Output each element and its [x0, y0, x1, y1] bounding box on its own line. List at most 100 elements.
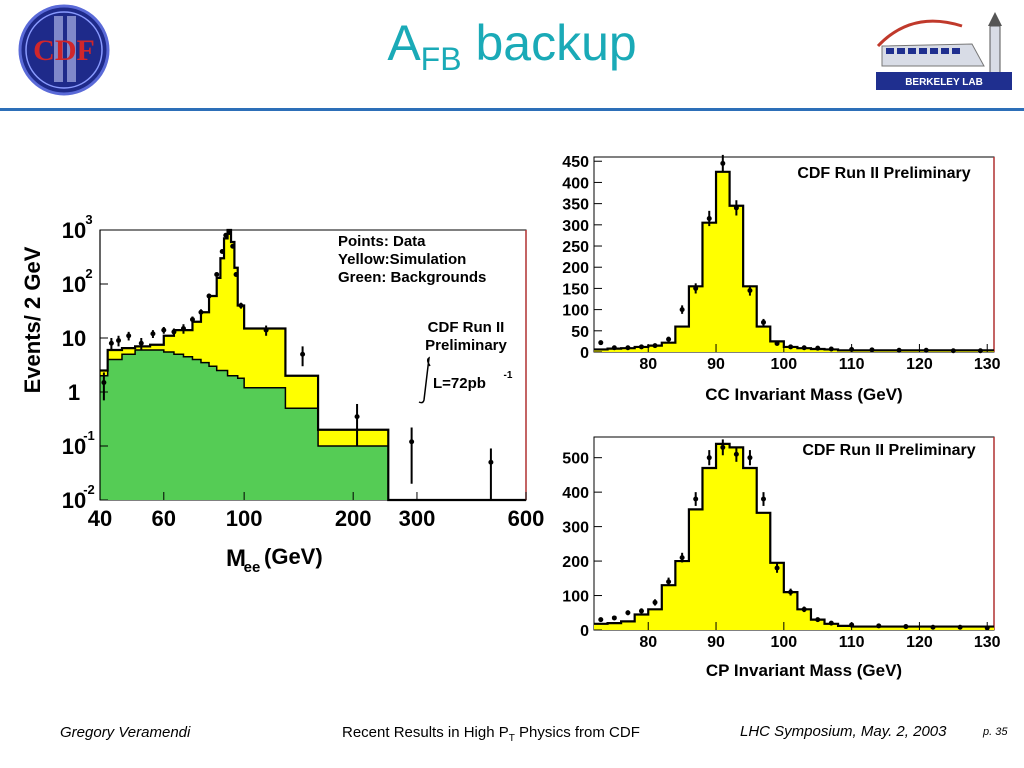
- x-tick-label: 130: [974, 634, 1001, 651]
- talk-title-sub: T: [508, 733, 515, 744]
- data-point: [116, 337, 122, 343]
- y-tick-exponent: 2: [85, 266, 92, 281]
- preliminary-annotation: Preliminary: [425, 337, 507, 354]
- footer-venue: LHC Symposium, May. 2, 2003: [740, 723, 947, 740]
- data-point: [977, 348, 983, 354]
- data-point: [923, 347, 929, 353]
- data-point: [189, 317, 195, 323]
- data-point: [788, 589, 794, 595]
- data-point: [720, 160, 726, 166]
- data-point: [354, 414, 360, 420]
- y-tick-label: 500: [562, 451, 589, 468]
- data-point: [638, 608, 644, 614]
- data-point: [733, 451, 739, 457]
- data-point: [206, 293, 212, 299]
- data-point: [666, 336, 672, 342]
- y-tick-label: 250: [562, 239, 589, 256]
- data-point: [774, 565, 780, 571]
- y-tick-label: 10: [62, 434, 86, 459]
- data-point: [706, 455, 712, 461]
- data-point: [706, 215, 712, 221]
- data-point: [300, 351, 306, 357]
- y-tick-exponent: -1: [83, 428, 95, 443]
- data-point: [226, 229, 232, 235]
- data-point: [828, 620, 834, 626]
- x-tick-label: 80: [639, 356, 657, 373]
- data-point: [625, 345, 631, 351]
- data-point: [598, 617, 604, 623]
- data-point: [693, 285, 699, 291]
- y-tick-label: 400: [562, 175, 589, 192]
- data-point: [950, 348, 956, 354]
- x-tick-label: 90: [707, 356, 725, 373]
- data-point: [101, 379, 107, 385]
- simulation-outline: [594, 170, 994, 352]
- x-axis-label-subscript: ee: [244, 559, 261, 576]
- legend-entry: Points: Data: [338, 233, 426, 250]
- x-tick-label: 120: [906, 356, 933, 373]
- data-point: [108, 340, 114, 346]
- y-tick-exponent: 3: [85, 212, 92, 227]
- y-tick-label: 200: [562, 554, 589, 571]
- x-tick-label: 80: [639, 634, 657, 651]
- data-point: [219, 248, 225, 254]
- y-tick-label: 10: [62, 218, 86, 243]
- x-tick-label: 60: [152, 506, 176, 531]
- x-tick-label: 110: [839, 634, 865, 651]
- data-point: [238, 302, 244, 308]
- data-point: [679, 555, 685, 561]
- chart-title: CDF Run II Preliminary: [802, 442, 975, 459]
- data-point: [788, 344, 794, 350]
- berkeley-lab-text: BERKELEY LAB: [905, 77, 983, 88]
- y-tick-label: 100: [562, 303, 589, 320]
- luminosity-label: L=72pb: [433, 375, 486, 392]
- legend-entry: Green: Backgrounds: [338, 269, 486, 286]
- data-point: [611, 615, 617, 621]
- background-outline: [100, 349, 442, 501]
- footer-page-number: p. 35: [983, 726, 1008, 738]
- data-point: [223, 232, 229, 238]
- preliminary-annotation: CDF Run II: [428, 319, 505, 336]
- y-tick-label: 300: [562, 218, 589, 235]
- cp-mass-histogram-chart: 500 400 300 200 100 0 80 90 100 110 120 130 CP Invar…: [562, 436, 1001, 680]
- data-point: [815, 345, 821, 351]
- data-point: [760, 496, 766, 502]
- y-tick-label: 200: [562, 260, 589, 277]
- x-tick-label: 200: [335, 506, 372, 531]
- x-tick-label: 90: [707, 634, 725, 651]
- data-point: [171, 329, 177, 335]
- data-point: [876, 623, 882, 629]
- data-point: [747, 455, 753, 461]
- data-point: [957, 624, 963, 630]
- x-tick-label: 110: [839, 356, 865, 373]
- data-point: [760, 319, 766, 325]
- x-tick-label: 100: [770, 634, 797, 651]
- data-point: [652, 343, 658, 349]
- data-point: [638, 344, 644, 350]
- data-point: [828, 346, 834, 352]
- data-point: [652, 599, 658, 605]
- data-point: [488, 459, 494, 465]
- data-point: [409, 439, 415, 445]
- y-tick-label: 0: [580, 623, 589, 640]
- page-title: AFB backup: [0, 14, 1024, 78]
- data-point: [930, 624, 936, 630]
- y-tick-label: 50: [571, 324, 589, 341]
- data-point: [625, 610, 631, 616]
- data-point: [801, 345, 807, 351]
- y-tick-label: 150: [562, 281, 589, 298]
- x-tick-label: 130: [974, 356, 1001, 373]
- y-tick-label: 300: [562, 520, 589, 537]
- data-point: [747, 288, 753, 294]
- y-tick-label: 10: [62, 272, 86, 297]
- data-point: [126, 333, 132, 339]
- talk-title-post: Physics from CDF: [514, 724, 640, 741]
- legend-entry: Yellow:Simulation: [338, 251, 466, 268]
- y-tick-label: 10: [62, 326, 86, 351]
- data-point: [733, 205, 739, 211]
- data-point: [801, 606, 807, 612]
- data-point: [598, 340, 604, 346]
- data-point: [180, 325, 186, 331]
